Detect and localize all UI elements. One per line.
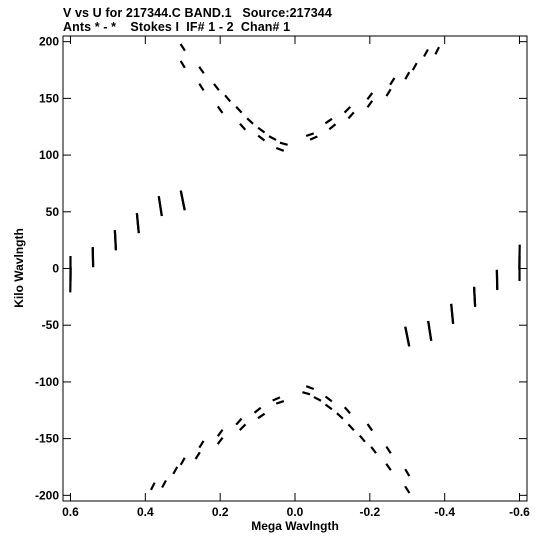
- uv-track: [257, 412, 266, 420]
- uv-track: [198, 440, 205, 449]
- x-tick-label: -0.2: [359, 505, 380, 519]
- uv-track: [385, 446, 392, 454]
- uv-track: [343, 406, 351, 414]
- uv-track: [385, 463, 392, 471]
- uv-track: [239, 123, 247, 131]
- x-tick-label: -0.4: [434, 505, 455, 519]
- uv-track: [257, 126, 266, 134]
- uv-track: [279, 141, 288, 146]
- uv-track: [427, 320, 433, 341]
- uv-track: [268, 135, 277, 141]
- uv-track: [404, 468, 411, 477]
- uv-track: [275, 400, 285, 405]
- uv-track: [366, 92, 374, 100]
- y-tick-label: 50: [46, 205, 60, 219]
- uv-track: [239, 423, 247, 431]
- uv-track: [302, 391, 311, 396]
- uv-track: [246, 117, 254, 125]
- uv-track: [313, 396, 322, 402]
- uv-track: [404, 485, 411, 494]
- x-tick-label: -0.6: [509, 505, 530, 519]
- uv-track: [235, 106, 243, 114]
- uv-track: [404, 71, 411, 80]
- uv-track: [198, 66, 205, 74]
- uv-track: [216, 105, 224, 114]
- y-tick-label: -200: [35, 488, 59, 502]
- x-tick-label: 0.2: [212, 505, 229, 519]
- uv-track: [347, 423, 355, 431]
- y-tick-label: 0: [52, 262, 59, 276]
- uv-track: [216, 429, 224, 437]
- uv-track: [179, 60, 186, 69]
- uv-track: [343, 106, 351, 114]
- uv-track: [309, 135, 318, 141]
- uv-track: [172, 466, 179, 475]
- uv-track: [347, 111, 355, 120]
- uv-track: [324, 117, 333, 125]
- y-tick-label: -100: [35, 375, 59, 389]
- uv-track: [389, 77, 396, 86]
- chart-title-line-1: V vs U for 217344.C BAND.1 Source:217344: [63, 6, 332, 20]
- uv-track: [272, 396, 281, 402]
- uv-track: [411, 62, 418, 71]
- uv-track: [404, 326, 411, 347]
- uv-track: [434, 46, 440, 55]
- visibility-tracks: [69, 43, 521, 494]
- chart-title-line-2: Ants * - * Stokes I IF# 1 - 2 Chan# 1: [63, 20, 291, 34]
- y-tick-label: 150: [39, 91, 59, 105]
- uv-track: [358, 434, 366, 443]
- uv-track: [423, 48, 429, 58]
- uv-track: [161, 479, 167, 489]
- uv-track: [224, 94, 232, 103]
- y-tick-label: 100: [39, 148, 59, 162]
- uv-track: [179, 190, 186, 211]
- uv-track: [328, 123, 337, 131]
- uv-track: [194, 451, 201, 460]
- uv-track: [179, 43, 186, 52]
- x-tick-label: 0.0: [287, 505, 304, 519]
- uv-track: [370, 446, 377, 454]
- uv-track: [150, 482, 156, 491]
- y-tick-label: -150: [35, 432, 59, 446]
- uv-track: [253, 406, 262, 414]
- uv-track: [305, 132, 315, 137]
- uv-track: [366, 423, 374, 432]
- y-tick-label: 200: [39, 35, 59, 49]
- uv-track: [305, 385, 315, 391]
- axis-ticks: 0.6 0.4 0.2 0.0 -0.2 -0.4 -0.6 200 150 100 50 0 -50 -…: [35, 35, 530, 519]
- x-axis-label: Mega Wavlngth: [251, 519, 339, 533]
- uv-track: [324, 403, 333, 411]
- uv-track: [275, 146, 285, 152]
- uv-track: [366, 100, 374, 108]
- y-tick-label: -50: [42, 318, 60, 332]
- uv-track: [113, 230, 118, 251]
- uv-track: [324, 395, 333, 403]
- uv-track: [216, 437, 224, 445]
- uv-track: [179, 457, 186, 466]
- uv-track: [385, 88, 392, 97]
- uv-track: [135, 213, 140, 234]
- x-tick-label: 0.6: [62, 505, 79, 519]
- uv-track: [157, 196, 163, 217]
- uv-track: [450, 303, 455, 324]
- uv-track: [198, 83, 205, 91]
- uv-track: [235, 417, 243, 426]
- uv-track: [257, 134, 266, 142]
- x-tick-label: 0.4: [137, 505, 154, 519]
- uv-track: [472, 286, 477, 307]
- uv-track: [213, 83, 220, 91]
- uv-track: [336, 412, 344, 420]
- y-axis-label: Kilo Wavlngth: [12, 228, 26, 308]
- plot-frame: [62, 35, 528, 502]
